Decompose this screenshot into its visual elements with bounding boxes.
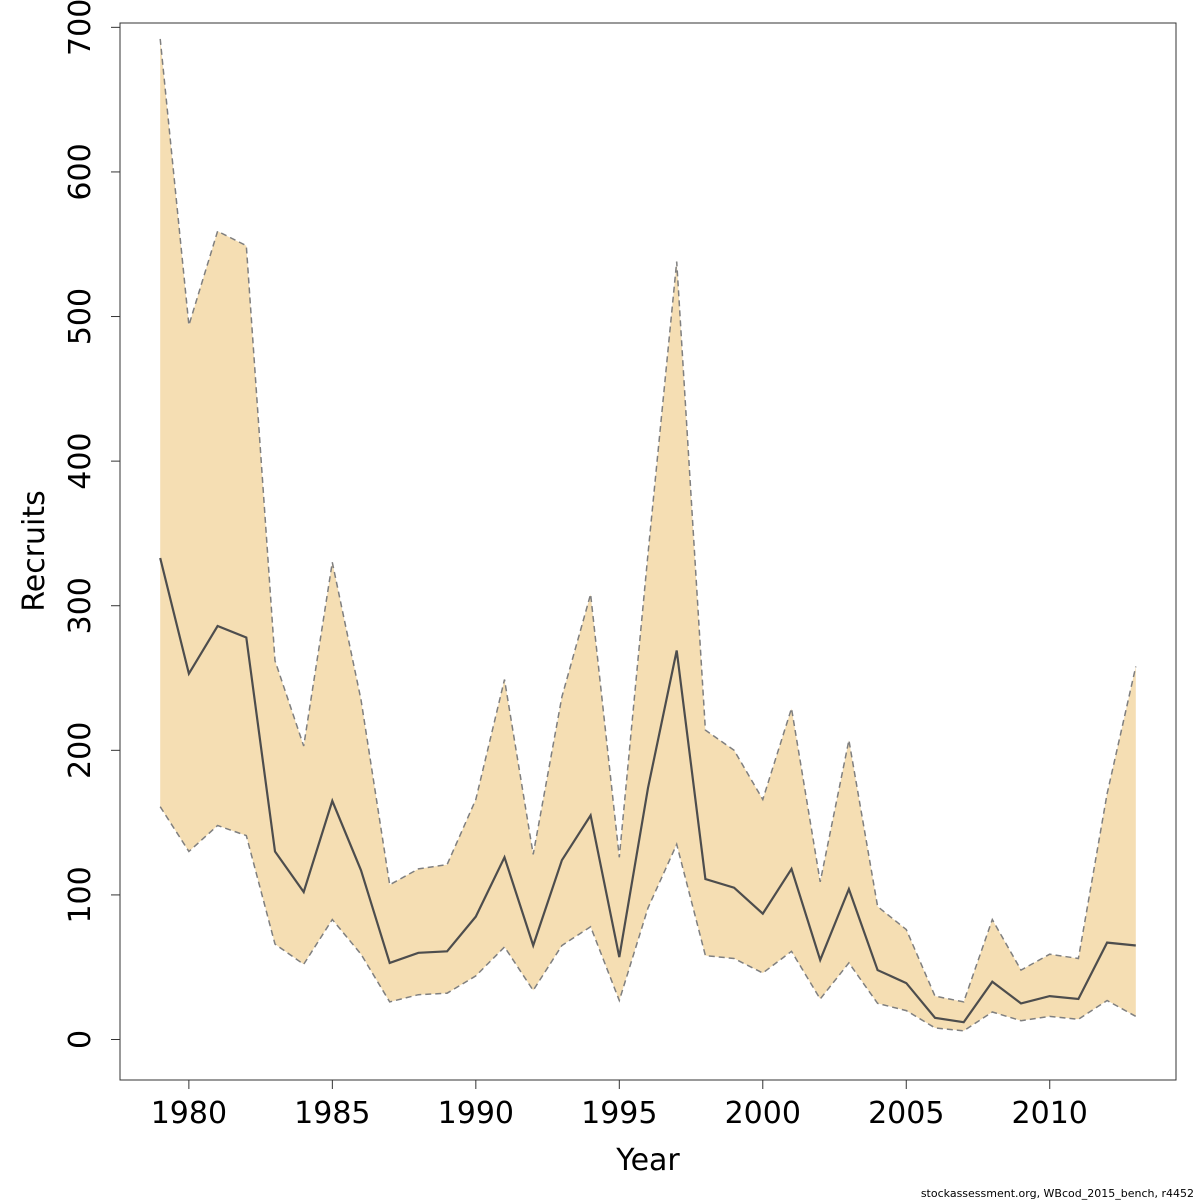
- plot-area: [159, 38, 1137, 1032]
- y-tick-label: 400: [63, 432, 98, 489]
- y-tick-label: 200: [63, 722, 98, 779]
- upper-bound-line: [159, 38, 1137, 1003]
- x-tick-label: 1990: [438, 1096, 514, 1131]
- x-tick-label: 2010: [1012, 1096, 1088, 1131]
- y-tick-label: 100: [63, 866, 98, 923]
- x-tick-label: 2005: [868, 1096, 944, 1131]
- y-tick-label: 300: [63, 577, 98, 634]
- x-tick-label: 1985: [294, 1096, 370, 1131]
- confidence-band: [160, 38, 1136, 1031]
- footnote: stockassessment.org, WBcod_2015_bench, r…: [921, 1187, 1194, 1200]
- x-axis-title: Year: [615, 1143, 680, 1178]
- lower-bound-line: [159, 806, 1137, 1032]
- y-tick-label: 600: [63, 143, 98, 200]
- estimate-line: [159, 557, 1136, 1024]
- x-axis: 1980 1985 1990 1995 2000 2005 2010: [151, 1079, 1088, 1131]
- y-axis: 0 100 200 300 400 500 600 700: [63, 0, 121, 1049]
- y-tick-label: 0: [63, 1030, 98, 1049]
- x-tick-label: 2000: [725, 1096, 801, 1131]
- x-tick-label: 1980: [151, 1096, 227, 1131]
- y-tick-label: 700: [63, 0, 98, 56]
- x-tick-label: 1995: [581, 1096, 657, 1131]
- y-axis-title: Recruits: [17, 490, 52, 612]
- y-tick-label: 500: [63, 288, 98, 345]
